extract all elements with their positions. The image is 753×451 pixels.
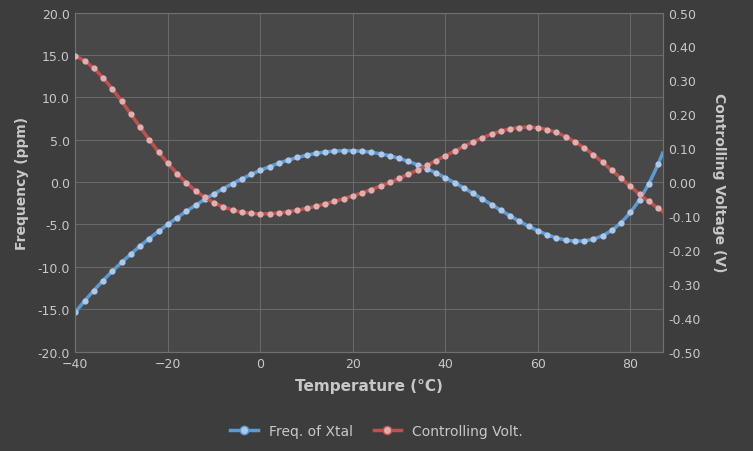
Y-axis label: Controlling Voltage (V): Controlling Voltage (V): [712, 93, 726, 272]
Legend: Freq. of Xtal, Controlling Volt.: Freq. of Xtal, Controlling Volt.: [224, 419, 529, 444]
Y-axis label: Frequency (ppm): Frequency (ppm): [15, 116, 29, 249]
X-axis label: Temperature (°C): Temperature (°C): [295, 378, 443, 394]
